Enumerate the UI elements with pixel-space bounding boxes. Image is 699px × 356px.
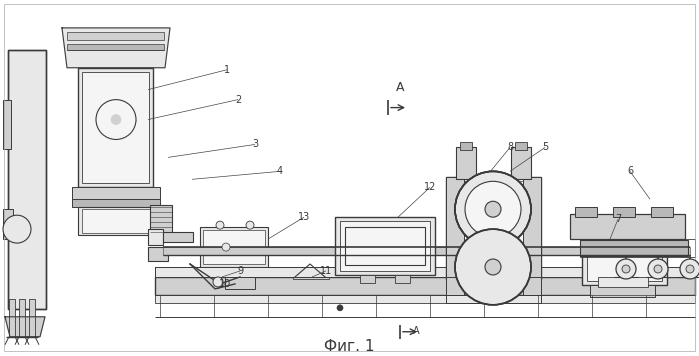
Circle shape — [222, 243, 230, 251]
Text: 6: 6 — [627, 166, 633, 176]
Text: 4: 4 — [277, 166, 283, 176]
Bar — [3, 209, 13, 239]
Text: 7: 7 — [615, 214, 621, 224]
Bar — [200, 227, 268, 267]
Bar — [345, 227, 425, 265]
Bar — [575, 207, 597, 217]
Text: 10: 10 — [219, 279, 231, 289]
Text: 5: 5 — [542, 142, 548, 152]
Bar — [446, 177, 541, 279]
Polygon shape — [62, 28, 170, 68]
Bar — [225, 277, 255, 289]
Bar — [511, 147, 531, 179]
Text: 13: 13 — [298, 212, 310, 222]
Circle shape — [686, 265, 694, 273]
Circle shape — [622, 265, 630, 273]
Bar — [3, 100, 11, 150]
Bar — [590, 285, 655, 297]
Bar — [163, 232, 193, 242]
Bar — [29, 299, 35, 337]
Circle shape — [337, 305, 343, 311]
Bar — [155, 267, 695, 277]
Bar — [72, 187, 160, 199]
Circle shape — [648, 259, 668, 279]
Circle shape — [111, 115, 121, 125]
Circle shape — [654, 265, 662, 273]
Circle shape — [213, 277, 223, 287]
Bar — [598, 277, 648, 287]
Bar — [9, 299, 15, 337]
Text: 12: 12 — [424, 182, 436, 192]
Bar — [203, 230, 265, 264]
Text: Фиг. 1: Фиг. 1 — [324, 339, 374, 354]
Text: 11: 11 — [320, 266, 332, 276]
Bar — [450, 181, 537, 275]
Bar — [515, 142, 527, 151]
Circle shape — [455, 229, 531, 305]
Bar — [155, 295, 695, 303]
Bar — [150, 205, 172, 237]
Circle shape — [3, 215, 31, 243]
Bar — [587, 241, 662, 281]
Circle shape — [616, 259, 636, 279]
Circle shape — [96, 100, 136, 140]
Bar — [163, 247, 690, 255]
Circle shape — [246, 221, 254, 229]
Bar — [19, 299, 25, 337]
Bar — [460, 142, 472, 151]
Text: 2: 2 — [235, 95, 241, 105]
Bar — [582, 237, 667, 285]
Bar — [78, 207, 160, 235]
Text: A: A — [413, 326, 419, 336]
Polygon shape — [5, 317, 45, 337]
Circle shape — [485, 259, 501, 275]
Circle shape — [465, 181, 521, 237]
Bar — [67, 32, 164, 40]
Text: 9: 9 — [237, 266, 243, 276]
Circle shape — [455, 171, 531, 247]
Text: 3: 3 — [252, 140, 258, 150]
Bar — [523, 277, 541, 299]
Bar — [155, 277, 695, 295]
Bar — [155, 267, 335, 277]
Bar — [293, 273, 329, 279]
Bar — [78, 68, 153, 187]
Bar — [8, 50, 46, 309]
Bar — [82, 209, 156, 233]
Bar — [148, 229, 163, 245]
Circle shape — [216, 221, 224, 229]
Bar — [82, 72, 149, 183]
Text: 8: 8 — [507, 142, 513, 152]
Bar — [446, 277, 464, 299]
Bar — [340, 221, 430, 271]
Bar — [446, 295, 541, 303]
Circle shape — [485, 201, 501, 217]
Bar — [72, 199, 160, 207]
Bar — [570, 214, 685, 239]
Bar — [395, 275, 410, 283]
Text: 1: 1 — [224, 65, 230, 75]
Bar — [580, 240, 688, 256]
Bar — [651, 207, 673, 217]
Bar — [446, 177, 464, 279]
Bar — [67, 44, 164, 50]
Bar — [8, 50, 46, 309]
Circle shape — [680, 259, 699, 279]
Bar — [580, 239, 695, 257]
Bar — [523, 177, 541, 279]
Bar — [613, 207, 635, 217]
Text: A: A — [396, 81, 404, 94]
Bar — [335, 217, 435, 275]
Bar — [148, 247, 168, 261]
Bar — [456, 147, 476, 179]
Bar — [360, 275, 375, 283]
